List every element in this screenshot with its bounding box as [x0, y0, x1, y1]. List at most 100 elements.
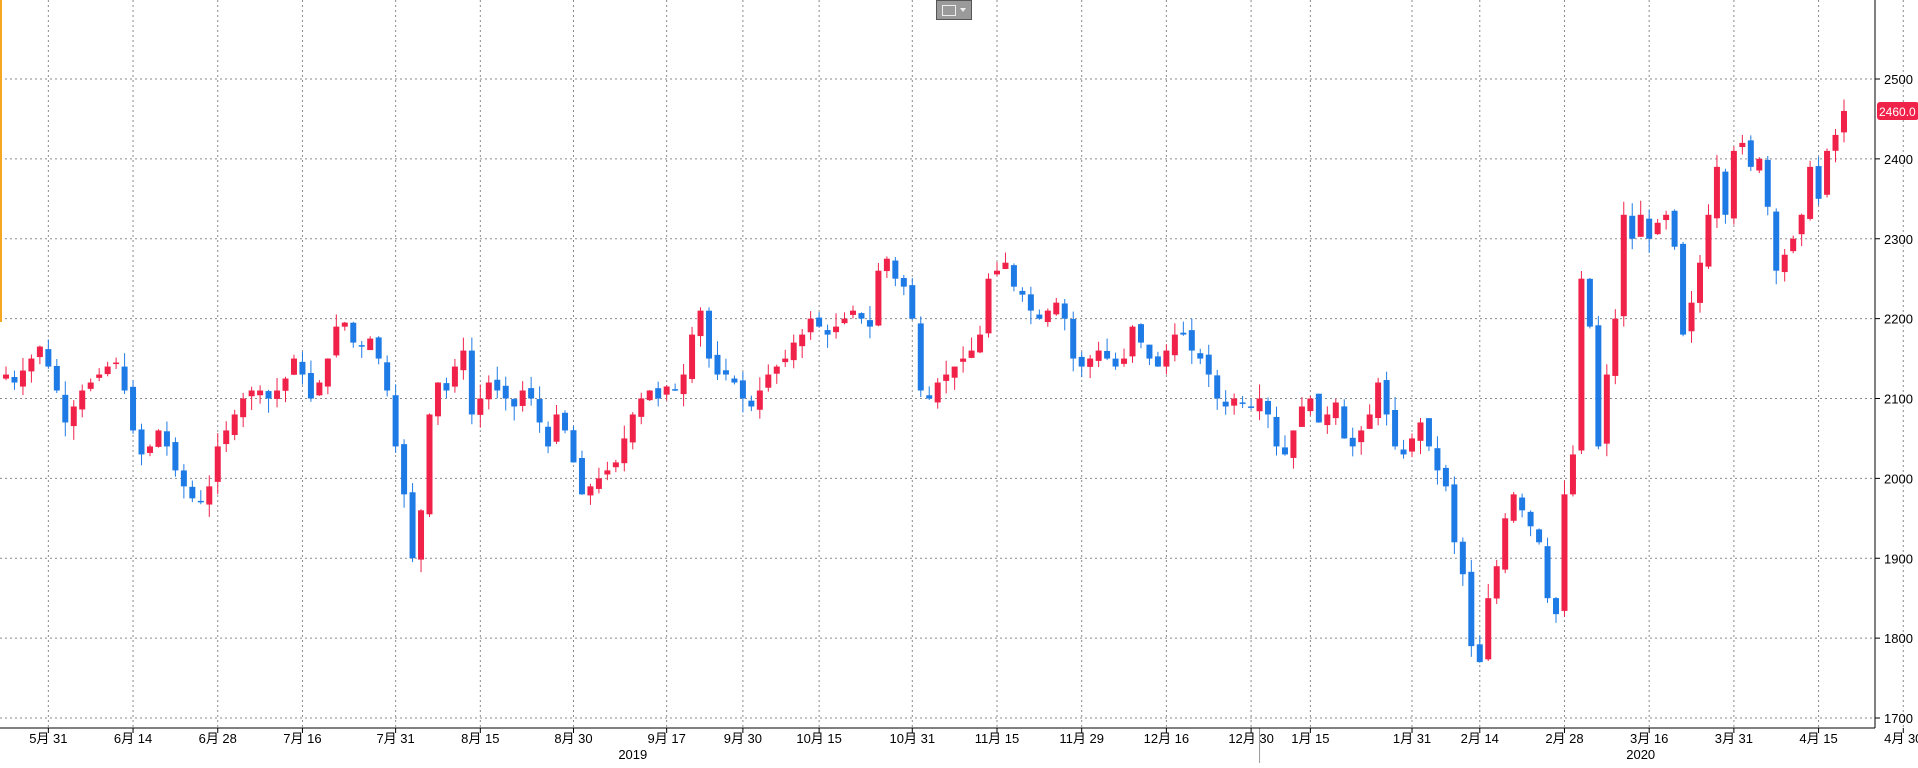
candle-up: [257, 390, 264, 396]
range-marker: [0, 0, 2, 322]
candle-down: [900, 278, 907, 287]
axis-labels: 1700 1800 1900 2000 2100 2200 2300 2400 2500 5月 3…: [29, 72, 1918, 762]
candle-up: [1663, 214, 1670, 221]
candle-down: [1273, 416, 1280, 447]
candle-up: [1502, 518, 1509, 570]
candle-up: [1053, 302, 1060, 315]
candles: [3, 99, 1847, 663]
candle-down: [1341, 406, 1348, 439]
candle-down: [1392, 409, 1399, 447]
y-tick-label: 1900: [1884, 551, 1913, 566]
y-tick-label: 2100: [1884, 392, 1913, 407]
candle-up: [875, 270, 882, 326]
candle-down: [1061, 303, 1068, 319]
candle-down: [1815, 166, 1822, 199]
candle-up: [1307, 398, 1314, 412]
candle-down: [1027, 294, 1034, 311]
x-tick-label: 4月 15: [1799, 731, 1837, 746]
candle-up: [1298, 406, 1305, 427]
candle-up: [231, 414, 238, 436]
candle-up: [638, 398, 645, 417]
candle-up: [1637, 214, 1644, 237]
candle-down: [1442, 467, 1449, 487]
x-tick-label: 10月 31: [890, 731, 936, 746]
candle-up: [1510, 494, 1517, 521]
candle-up: [333, 326, 340, 356]
candle-down: [163, 431, 170, 447]
x-tick-label: 9月 17: [648, 731, 686, 746]
candle-down: [672, 389, 679, 391]
candle-up: [553, 414, 560, 442]
candle-down: [714, 354, 721, 375]
candle-up: [765, 374, 772, 388]
candle-up: [485, 382, 492, 400]
y-tick-label: 2500: [1884, 72, 1913, 87]
candle-up: [1730, 150, 1737, 219]
candle-down: [1586, 278, 1593, 327]
y-tick-label: 2400: [1884, 152, 1913, 167]
candle-up: [1832, 134, 1839, 151]
candle-down: [1265, 400, 1272, 415]
candle-down: [350, 322, 357, 343]
candle-down: [570, 430, 577, 463]
candle-down: [1764, 159, 1771, 207]
candle-up: [223, 430, 230, 445]
candle-down: [375, 337, 382, 359]
candle-down: [180, 470, 187, 487]
candle-up: [282, 378, 289, 391]
candle-up: [612, 462, 619, 468]
candle-up: [1612, 318, 1619, 376]
candle-up: [1002, 262, 1009, 269]
chart-type-button[interactable]: [936, 0, 972, 20]
candle-down: [578, 457, 585, 495]
candle-down: [1315, 393, 1322, 423]
candle-down: [1680, 243, 1687, 335]
candle-down: [1468, 571, 1475, 647]
candle-up: [773, 366, 780, 374]
candle-up: [324, 358, 331, 387]
candle-down: [917, 323, 924, 391]
candle-up: [977, 334, 984, 353]
candle-up: [841, 318, 848, 324]
candle-down: [1527, 511, 1534, 527]
candle-down: [1425, 418, 1432, 447]
candle-up: [96, 374, 103, 378]
candle-up: [1375, 382, 1382, 419]
candle-down: [1146, 344, 1153, 359]
candle-up: [1332, 402, 1339, 419]
x-tick-label: 3月 16: [1630, 731, 1668, 746]
candle-down: [443, 383, 450, 391]
candle-down: [1519, 497, 1526, 511]
candle-up: [1569, 454, 1576, 495]
x-tick-label: 12月 16: [1144, 731, 1190, 746]
x-tick-label: 2月 28: [1545, 731, 1583, 746]
candle-up: [79, 390, 86, 410]
candle-up: [850, 310, 856, 315]
candle-up: [1790, 238, 1797, 252]
candle-up: [1417, 422, 1424, 441]
candle-down: [816, 317, 823, 327]
candle-down: [722, 370, 729, 375]
candle-up: [155, 430, 162, 447]
candle-down: [1536, 529, 1543, 543]
candle-down: [1104, 350, 1111, 359]
candle-down: [1137, 324, 1144, 343]
candle-down: [545, 426, 552, 447]
candle-up: [113, 362, 120, 365]
candle-up: [799, 334, 806, 347]
candle-down: [926, 395, 933, 399]
candle-up: [1231, 398, 1238, 406]
candle-down: [1019, 290, 1026, 295]
candle-up: [36, 346, 43, 358]
candle-down: [1222, 401, 1229, 407]
candle-down: [358, 345, 365, 347]
last-price-badge: [1877, 101, 1918, 120]
candle-down: [1188, 330, 1195, 351]
candle-up: [587, 486, 594, 496]
candle-down: [307, 373, 314, 399]
candle-down: [1205, 354, 1212, 375]
candle-up: [934, 382, 941, 403]
candle-up: [595, 478, 602, 489]
